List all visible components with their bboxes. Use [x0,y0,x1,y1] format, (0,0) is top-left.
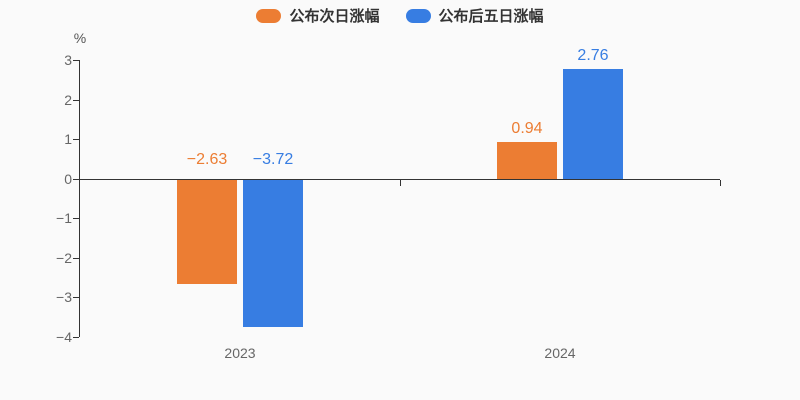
y-axis-tick-label: −1 [56,210,72,227]
legend-label-next-day: 公布次日涨幅 [289,8,380,25]
bar-value-label: −3.72 [252,150,294,168]
legend-label-five-day-after: 公布后五日涨幅 [438,8,544,25]
legend-swatch-five-day-after-icon [405,8,431,23]
y-axis-unit-label: % [73,30,87,46]
bar-five-day-after-2024 [563,69,623,179]
bar-five-day-after-2023 [243,179,303,327]
y-axis-tick-label: −2 [56,249,72,266]
bar-value-label: 0.94 [511,119,543,137]
legend-item-next-day[interactable]: 公布次日涨幅 [256,5,380,26]
y-axis-tick-label: 2 [64,91,72,108]
x-axis-tick [400,179,401,186]
y-axis-line [79,60,80,337]
bar-next-day-2024 [497,141,557,179]
y-axis-tick [73,139,79,141]
y-axis-tick-label: 3 [64,52,72,68]
y-axis-tick [73,99,79,101]
y-axis-tick [73,297,79,299]
y-axis-tick [73,60,79,61]
legend-item-five-day-after[interactable]: 公布后五日涨幅 [405,5,544,26]
x-axis-line [80,178,720,180]
y-axis-tick [73,178,79,180]
y-axis-tick-label: 0 [64,170,72,187]
x-axis-category-label: 2023 [224,345,256,361]
y-axis-tick-label: 1 [64,131,72,148]
bar-value-label: −2.63 [186,150,228,168]
y-axis-tick [73,337,79,338]
bar-next-day-2023 [177,179,237,284]
legend-swatch-next-day-icon [256,8,282,23]
x-axis-tick [720,179,721,186]
bar-value-label: 2.76 [577,47,609,65]
y-axis-tick-label: −3 [56,289,72,306]
y-axis-tick-label: −4 [56,329,72,345]
y-axis-tick [73,257,79,259]
y-axis-tick [73,218,79,220]
x-axis-category-label: 2024 [544,345,576,361]
legend: 公布次日涨幅 公布后五日涨幅 [0,5,800,26]
